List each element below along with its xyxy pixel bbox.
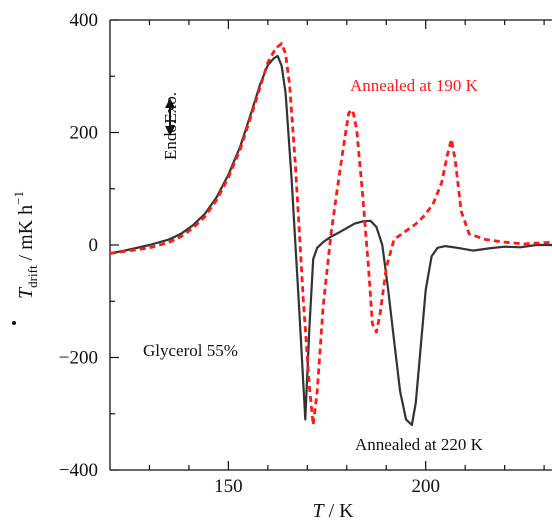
series-group bbox=[109, 42, 552, 427]
annotation-annealed-190: Annealed at 190 K bbox=[350, 76, 479, 95]
y-axis-title: Tdrift / mK h−1 bbox=[11, 191, 40, 325]
annotation-endo: Endo. bbox=[161, 120, 180, 160]
endo-exo-arrow-icon bbox=[165, 98, 175, 136]
y-tick-label: 400 bbox=[70, 10, 99, 31]
y-tick-label: 0 bbox=[89, 235, 99, 256]
series-line-1 bbox=[109, 42, 552, 427]
series-line-0 bbox=[109, 54, 552, 427]
x-tick-label: 200 bbox=[411, 476, 440, 497]
y-tick-label: −200 bbox=[59, 348, 98, 369]
x-axis-title: T / K bbox=[312, 500, 354, 522]
y-tick-label: −400 bbox=[59, 460, 98, 481]
y-tick-label: 200 bbox=[70, 123, 99, 144]
x-tick-label: 150 bbox=[214, 476, 243, 497]
annotation-annealed-220: Annealed at 220 K bbox=[355, 435, 484, 454]
annotation-sample: Glycerol 55% bbox=[143, 341, 238, 360]
ticks-group: 150 200 −400 −200 0 200 400 bbox=[59, 10, 545, 497]
svg-text:Tdrift / mK h−1: Tdrift / mK h−1 bbox=[11, 191, 40, 299]
